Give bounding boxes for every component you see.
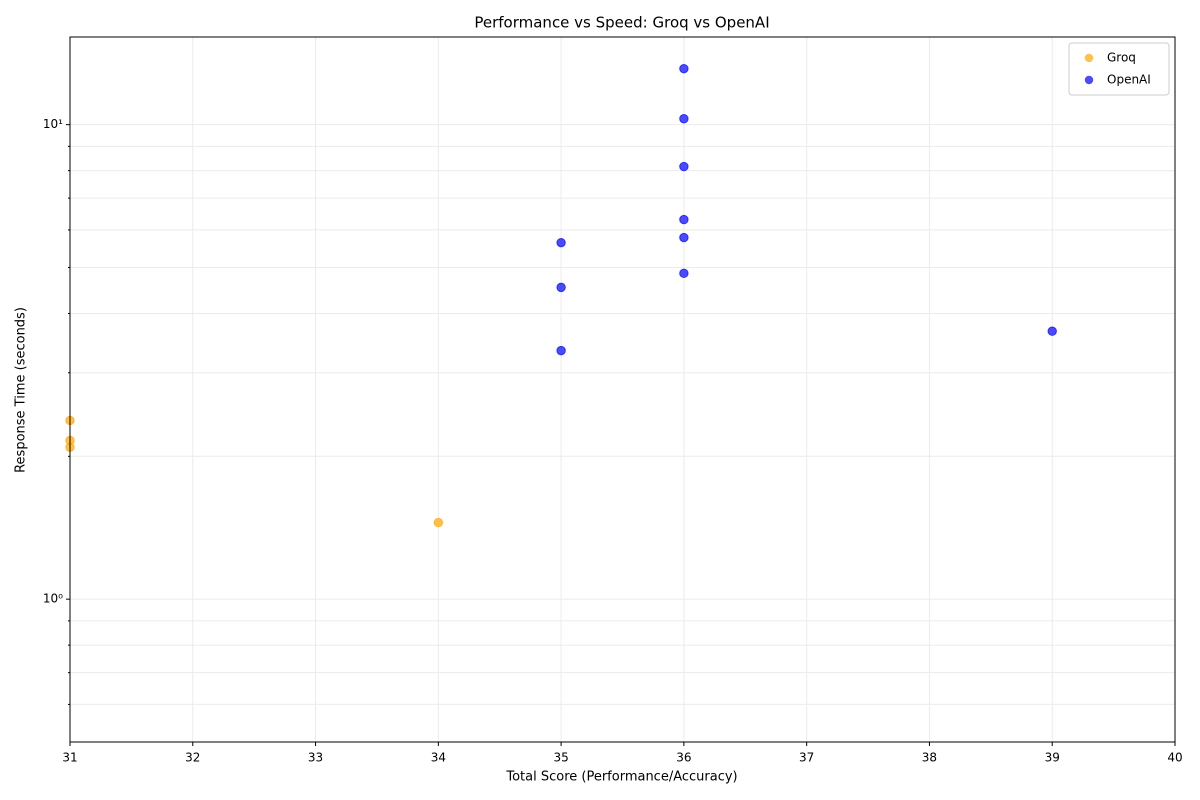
point — [556, 282, 566, 293]
legend: Groq OpenAI — [1068, 42, 1170, 96]
legend-label: Groq — [1107, 51, 1136, 65]
x-tick-label: 35 — [553, 751, 568, 765]
y-tick-label: 10⁰ — [43, 592, 63, 606]
point — [679, 63, 689, 74]
y-axis-label: Response Time (seconds) — [14, 307, 29, 473]
y-tick-label: 10¹ — [43, 117, 63, 131]
x-tick-label: 31 — [62, 751, 77, 765]
point — [679, 114, 689, 124]
x-tick-label: 33 — [308, 751, 323, 765]
point — [556, 237, 566, 248]
x-tick-label: 34 — [431, 751, 446, 765]
legend-label: OpenAI — [1107, 73, 1151, 87]
legend-marker — [1084, 75, 1094, 85]
x-tick-label: 38 — [922, 751, 937, 765]
point — [679, 268, 689, 279]
point — [556, 345, 566, 356]
x-tick-label: 40 — [1167, 751, 1182, 765]
x-axis-label: Total Score (Performance/Accuracy) — [505, 770, 737, 785]
legend-box — [1068, 42, 1170, 96]
grid: 31 32 33 34 35 36 37 38 39 40 10⁰ 10¹ — [43, 37, 1183, 765]
point — [679, 214, 689, 225]
x-tick-label: 37 — [799, 751, 814, 765]
legend-marker — [1084, 53, 1094, 63]
point — [433, 517, 444, 528]
axes-frame — [69, 36, 1176, 743]
x-tick-label: 36 — [676, 751, 691, 765]
point — [679, 232, 689, 243]
chart-title: Performance vs Speed: Groq vs OpenAI — [474, 14, 769, 32]
point — [679, 161, 689, 172]
x-tick-label: 39 — [1045, 751, 1060, 765]
point — [1047, 326, 1057, 336]
x-tick-label: 32 — [185, 751, 200, 765]
